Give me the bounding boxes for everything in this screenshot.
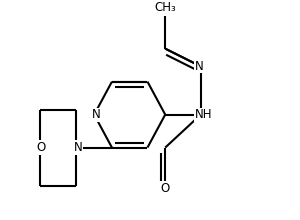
Text: O: O [160,182,170,195]
Text: N: N [74,141,82,154]
Text: O: O [37,141,46,154]
Text: N: N [195,60,203,73]
Text: N: N [92,108,100,121]
Text: NH: NH [195,108,212,121]
Text: CH₃: CH₃ [154,1,176,14]
